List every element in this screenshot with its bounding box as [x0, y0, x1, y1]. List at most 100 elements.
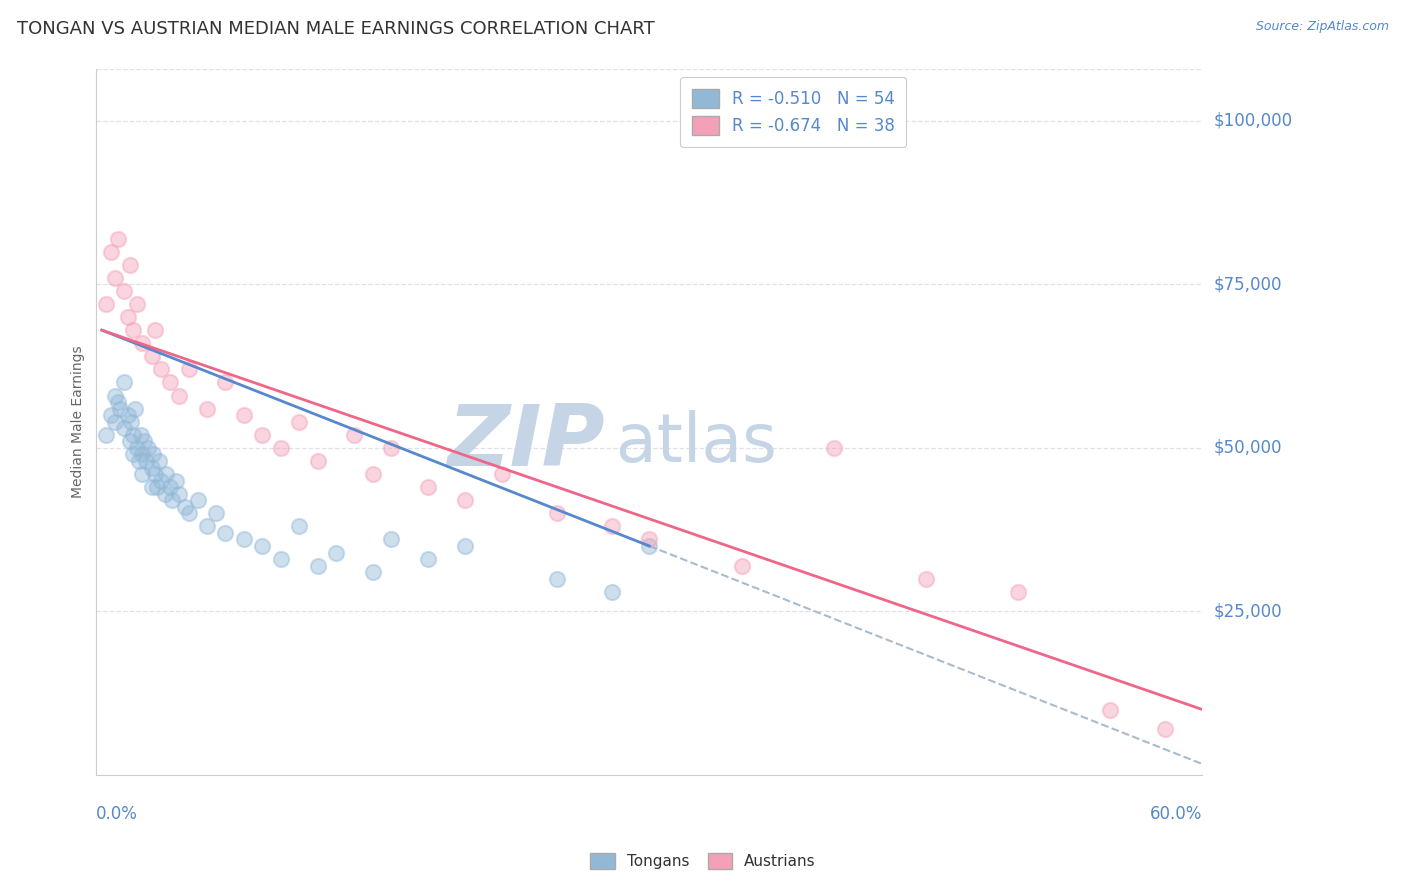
- Point: [546, 572, 568, 586]
- Point: [270, 441, 292, 455]
- Point: [117, 310, 139, 324]
- Point: [104, 270, 127, 285]
- Point: [153, 486, 176, 500]
- Point: [270, 552, 292, 566]
- Point: [104, 388, 127, 402]
- Point: [107, 231, 129, 245]
- Point: [214, 376, 236, 390]
- Point: [112, 284, 135, 298]
- Text: TONGAN VS AUSTRIAN MEDIAN MALE EARNINGS CORRELATION CHART: TONGAN VS AUSTRIAN MEDIAN MALE EARNINGS …: [17, 20, 655, 37]
- Point: [1154, 722, 1177, 736]
- Point: [117, 408, 139, 422]
- Point: [914, 572, 936, 586]
- Point: [165, 474, 187, 488]
- Point: [141, 480, 163, 494]
- Point: [141, 460, 163, 475]
- Point: [112, 376, 135, 390]
- Y-axis label: Median Male Earnings: Median Male Earnings: [72, 345, 86, 498]
- Point: [131, 467, 153, 481]
- Point: [177, 506, 200, 520]
- Text: ZIP: ZIP: [447, 401, 605, 484]
- Point: [122, 323, 145, 337]
- Point: [288, 415, 311, 429]
- Point: [128, 454, 150, 468]
- Point: [361, 565, 384, 579]
- Point: [110, 401, 132, 416]
- Point: [380, 533, 402, 547]
- Point: [149, 362, 172, 376]
- Point: [823, 441, 845, 455]
- Point: [148, 454, 170, 468]
- Point: [134, 434, 156, 449]
- Point: [125, 441, 148, 455]
- Point: [112, 421, 135, 435]
- Text: $75,000: $75,000: [1213, 276, 1282, 293]
- Point: [120, 415, 142, 429]
- Point: [129, 427, 152, 442]
- Text: $100,000: $100,000: [1213, 112, 1292, 130]
- Point: [149, 474, 172, 488]
- Point: [343, 427, 366, 442]
- Point: [380, 441, 402, 455]
- Point: [205, 506, 228, 520]
- Point: [638, 533, 661, 547]
- Point: [160, 493, 183, 508]
- Point: [100, 408, 122, 422]
- Point: [1099, 702, 1122, 716]
- Point: [118, 258, 141, 272]
- Point: [307, 454, 329, 468]
- Legend: Tongans, Austrians: Tongans, Austrians: [583, 847, 823, 875]
- Point: [143, 323, 166, 337]
- Point: [173, 500, 195, 514]
- Point: [94, 297, 117, 311]
- Point: [136, 441, 159, 455]
- Point: [361, 467, 384, 481]
- Point: [454, 539, 477, 553]
- Point: [94, 427, 117, 442]
- Point: [155, 467, 177, 481]
- Point: [100, 244, 122, 259]
- Point: [638, 539, 661, 553]
- Point: [122, 447, 145, 461]
- Point: [232, 533, 254, 547]
- Point: [135, 454, 157, 468]
- Point: [454, 493, 477, 508]
- Text: $50,000: $50,000: [1213, 439, 1282, 457]
- Point: [159, 376, 181, 390]
- Point: [252, 539, 274, 553]
- Point: [252, 427, 274, 442]
- Point: [288, 519, 311, 533]
- Point: [418, 480, 440, 494]
- Point: [325, 545, 347, 559]
- Legend: R = -0.510   N = 54, R = -0.674   N = 38: R = -0.510 N = 54, R = -0.674 N = 38: [681, 77, 907, 147]
- Point: [118, 434, 141, 449]
- Point: [169, 388, 191, 402]
- Point: [146, 480, 169, 494]
- Text: atlas: atlas: [616, 410, 778, 476]
- Point: [159, 480, 181, 494]
- Point: [131, 336, 153, 351]
- Point: [187, 493, 209, 508]
- Point: [491, 467, 513, 481]
- Point: [546, 506, 568, 520]
- Point: [125, 297, 148, 311]
- Point: [418, 552, 440, 566]
- Text: 60.0%: 60.0%: [1150, 805, 1202, 823]
- Point: [177, 362, 200, 376]
- Point: [730, 558, 752, 573]
- Text: Source: ZipAtlas.com: Source: ZipAtlas.com: [1256, 20, 1389, 33]
- Point: [142, 447, 165, 461]
- Point: [143, 467, 166, 481]
- Point: [169, 486, 191, 500]
- Point: [141, 349, 163, 363]
- Point: [1007, 584, 1029, 599]
- Text: 0.0%: 0.0%: [97, 805, 138, 823]
- Point: [195, 401, 218, 416]
- Text: $25,000: $25,000: [1213, 602, 1282, 621]
- Point: [195, 519, 218, 533]
- Point: [232, 408, 254, 422]
- Point: [307, 558, 329, 573]
- Point: [124, 401, 146, 416]
- Point: [602, 519, 624, 533]
- Point: [122, 427, 145, 442]
